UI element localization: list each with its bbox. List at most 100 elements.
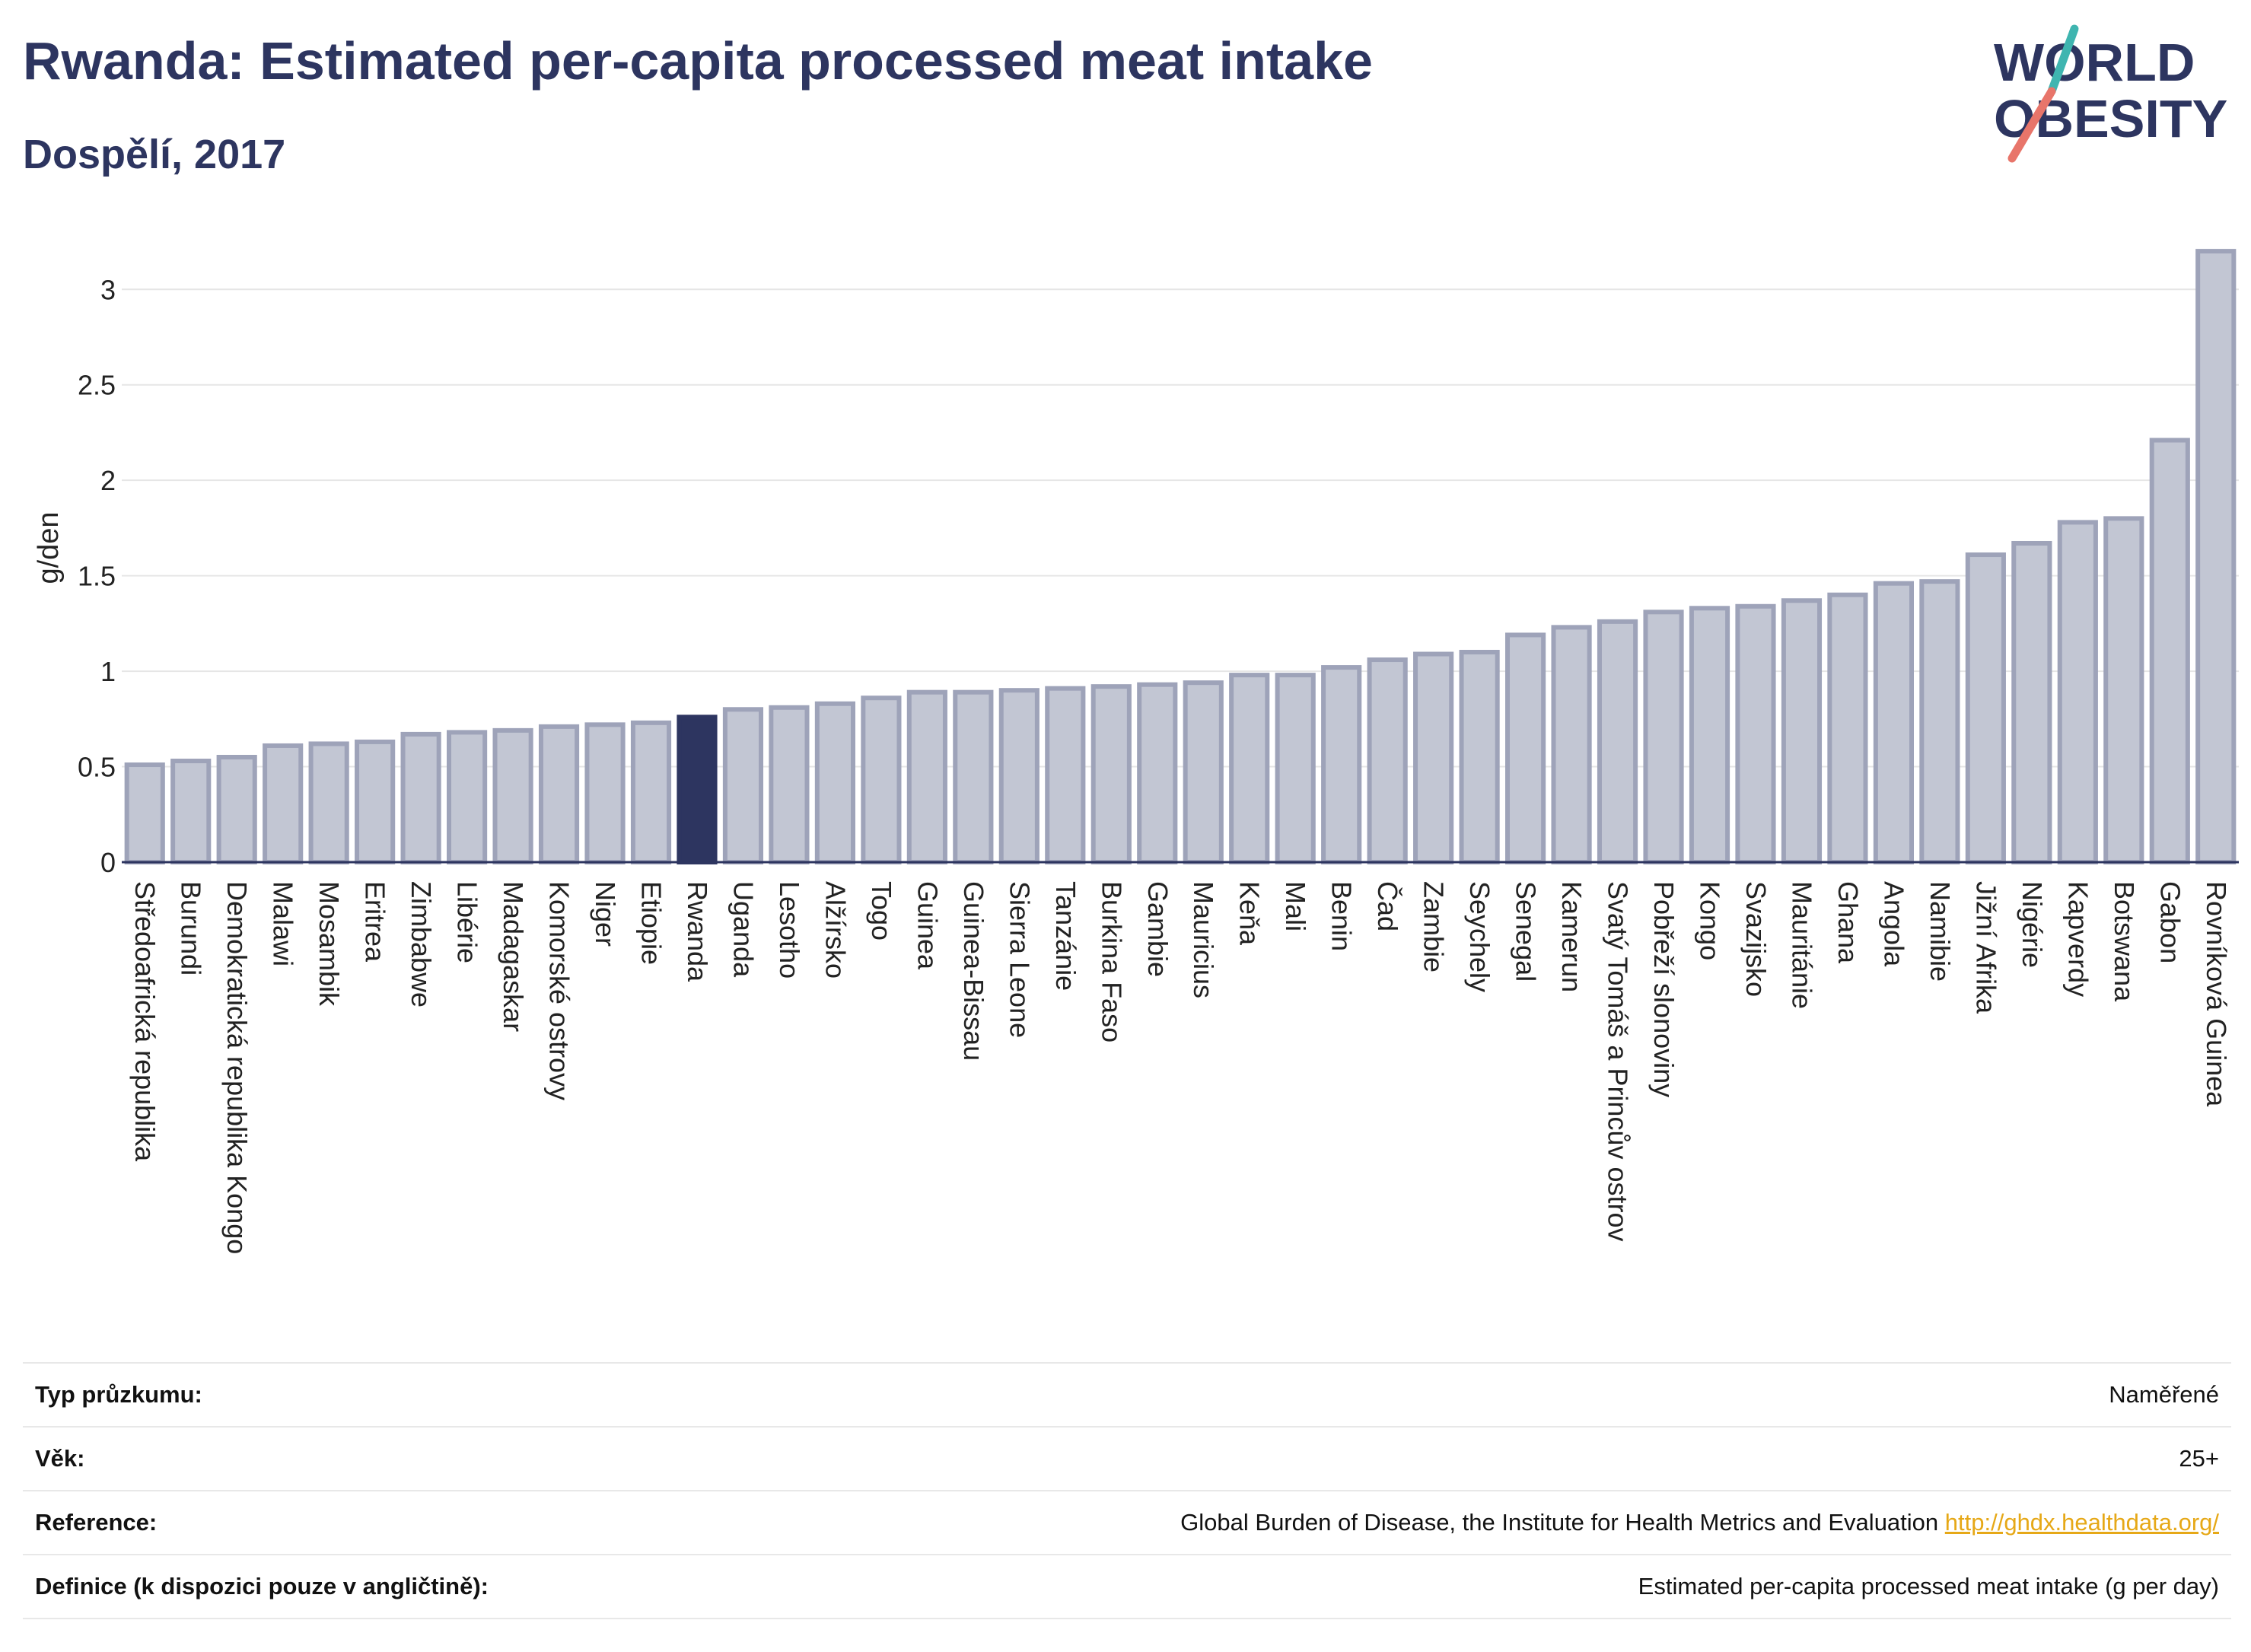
info-label: Reference: xyxy=(23,1491,708,1555)
y-tick-label: 1 xyxy=(100,656,116,687)
bar-eritrea[interactable] xyxy=(355,739,396,864)
bar-tanzánie[interactable] xyxy=(1045,686,1086,864)
x-category-label: Burkina Faso xyxy=(1096,881,1127,1042)
y-tick-label: 2 xyxy=(100,465,116,496)
x-category-label: Mali xyxy=(1280,881,1311,931)
info-label: Definice (k dispozici pouze v angličtině… xyxy=(23,1555,708,1619)
bar-pobřeží-slonoviny[interactable] xyxy=(1643,610,1684,864)
x-category-label: Nigérie xyxy=(2017,881,2048,968)
bar-guinea[interactable] xyxy=(906,689,947,865)
bar-malawi[interactable] xyxy=(263,743,304,864)
info-row-survey-type: Typ průzkumu: Naměřené xyxy=(23,1362,2231,1428)
bar-alžírsko[interactable] xyxy=(814,701,855,865)
bar-gambie[interactable] xyxy=(1137,682,1178,864)
logo-line-1: WORLD xyxy=(1994,33,2195,92)
info-table: Typ průzkumu: Naměřené Věk: 25+ Referenc… xyxy=(23,1362,2231,1619)
x-category-label: Togo xyxy=(866,881,897,941)
x-category-label: Kamerun xyxy=(1556,881,1587,992)
bar-sierra-leone[interactable] xyxy=(998,688,1040,864)
x-category-label: Eritrea xyxy=(360,881,391,963)
x-category-label: Mauricius xyxy=(1188,881,1219,998)
bar-kamerun[interactable] xyxy=(1551,625,1592,865)
bar-uganda[interactable] xyxy=(722,707,764,864)
bar-burkina-faso[interactable] xyxy=(1090,684,1132,864)
bar-rwanda[interactable] xyxy=(677,715,718,864)
x-category-label: Angola xyxy=(1878,881,1909,967)
x-category-label: Sierra Leone xyxy=(1004,881,1035,1038)
x-category-label: Středoafrická republika xyxy=(129,881,161,1162)
bar-togo[interactable] xyxy=(861,695,902,865)
bar-svatý-tomáš-a-princův-ostrov[interactable] xyxy=(1597,619,1638,864)
bar-guinea-bissau[interactable] xyxy=(953,689,994,865)
logo-slash-teal xyxy=(2047,24,2079,96)
bar-namibie[interactable] xyxy=(1919,579,1960,864)
x-category-label: Mauritánie xyxy=(1786,881,1817,1009)
bar-mosambik[interactable] xyxy=(308,741,349,864)
bar-svazijsko[interactable] xyxy=(1735,603,1776,864)
info-value: Naměřené xyxy=(708,1362,2231,1428)
bar-rovníková-guinea[interactable] xyxy=(2195,249,2237,865)
world-obesity-logo[interactable]: WORLD OBESITY xyxy=(1979,21,2237,166)
bar-chart: 0 0.5 1 1.5 2 2.5 3 Středoafrická republika Bur… xyxy=(33,249,2239,1254)
bar-lesotho[interactable] xyxy=(769,705,810,864)
x-category-label: Seychely xyxy=(1464,881,1495,992)
y-tick-label: 3 xyxy=(100,274,116,305)
chart-title: Rwanda: Estimated per-capita processed m… xyxy=(23,31,1373,91)
x-category-label: Niger xyxy=(590,881,621,947)
bar-jižní-afrika[interactable] xyxy=(1965,552,2006,864)
info-label: Věk: xyxy=(23,1427,708,1491)
bar-niger[interactable] xyxy=(584,722,626,864)
x-category-label: Svatý Tomáš a Princův ostrov xyxy=(1603,881,1634,1242)
x-category-label: Komorské ostrovy xyxy=(544,881,575,1100)
bar-libérie[interactable] xyxy=(447,730,488,865)
bar-senegal[interactable] xyxy=(1505,632,1546,864)
bar-etiopie[interactable] xyxy=(630,720,672,864)
bar-čad[interactable] xyxy=(1367,657,1408,864)
bar-angola[interactable] xyxy=(1873,581,1914,864)
x-category-label: Jižní Afrika xyxy=(1970,881,2001,1014)
x-category-label: Namibie xyxy=(1925,881,1956,982)
bar-gabon[interactable] xyxy=(2149,438,2190,864)
reference-link[interactable]: http://ghdx.healthdata.org/ xyxy=(1944,1509,2219,1536)
y-tick-label: 0.5 xyxy=(78,752,116,783)
x-category-label: Tanzánie xyxy=(1050,881,1081,991)
bar-zambie[interactable] xyxy=(1413,651,1454,864)
bar-mali[interactable] xyxy=(1275,673,1316,864)
x-category-label: Pobřeží slonoviny xyxy=(1648,881,1679,1097)
bar-madagaskar[interactable] xyxy=(492,727,533,865)
bar-zimbabwe[interactable] xyxy=(400,731,441,865)
x-category-label: Rovníková Guinea xyxy=(2201,881,2232,1107)
x-category-label: Gabon xyxy=(2154,881,2186,963)
info-row-reference: Reference: Global Burden of Disease, the… xyxy=(23,1491,2231,1555)
y-tick-label: 1.5 xyxy=(78,561,116,592)
bar-kongo[interactable] xyxy=(1689,606,1730,864)
x-category-label: Zambie xyxy=(1418,881,1450,972)
bar-botswana[interactable] xyxy=(2103,516,2144,864)
bar-mauritánie[interactable] xyxy=(1781,598,1823,864)
chart-subtitle: Dospělí, 2017 xyxy=(23,132,286,177)
bar-keňa[interactable] xyxy=(1229,673,1270,864)
y-tick-labels: 0 0.5 1 1.5 2 2.5 3 xyxy=(78,274,116,878)
info-value: 25+ xyxy=(708,1427,2231,1491)
x-category-label: Zimbabwe xyxy=(406,881,437,1007)
bar-nigérie[interactable] xyxy=(2011,540,2052,864)
bar-seychely[interactable] xyxy=(1459,650,1500,864)
bar-mauricius[interactable] xyxy=(1183,680,1224,864)
bar-středoafrická-republika[interactable] xyxy=(124,762,165,865)
y-tick-label: 2.5 xyxy=(78,370,116,401)
bar-burundi[interactable] xyxy=(170,759,212,864)
reference-text: Global Burden of Disease, the Institute … xyxy=(1180,1509,1939,1536)
info-row-age: Věk: 25+ xyxy=(23,1427,2231,1491)
x-category-label: Rwanda xyxy=(682,881,713,982)
bar-demokratická-republika-kongo[interactable] xyxy=(216,755,257,864)
x-category-label: Etiopie xyxy=(636,881,667,965)
y-tick-label: 0 xyxy=(100,847,116,878)
x-category-label: Malawi xyxy=(268,881,299,966)
bar-kapverdy[interactable] xyxy=(2057,520,2098,865)
x-category-label: Demokratická republika Kongo xyxy=(221,881,253,1254)
bar-komorské-ostrovy[interactable] xyxy=(538,724,580,865)
x-category-label: Libérie xyxy=(452,881,483,963)
x-category-label: Botswana xyxy=(2109,881,2140,1002)
bar-ghana[interactable] xyxy=(1827,592,1868,865)
bar-benin[interactable] xyxy=(1321,665,1362,865)
